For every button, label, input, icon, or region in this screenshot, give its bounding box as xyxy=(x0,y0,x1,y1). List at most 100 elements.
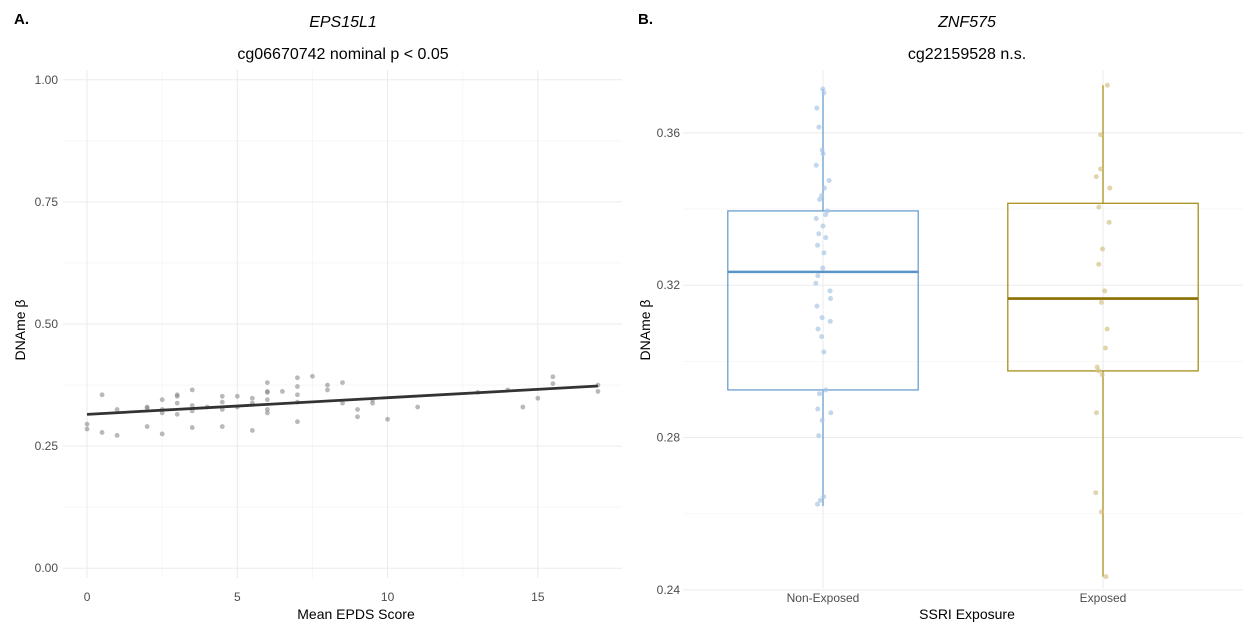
data-point xyxy=(219,424,225,429)
data-point xyxy=(370,400,375,406)
jitter-point xyxy=(814,501,820,507)
jitter-point xyxy=(828,410,834,416)
y-tick-label: 0.36 xyxy=(657,126,681,140)
data-point xyxy=(99,430,105,435)
data-point xyxy=(550,381,556,386)
data-point xyxy=(325,387,330,393)
jitter-point xyxy=(816,124,822,130)
data-point xyxy=(174,411,180,417)
jitter-point xyxy=(825,208,831,214)
jitter-point xyxy=(820,151,826,157)
data-point xyxy=(219,393,225,399)
panel-a: A. EPS15L1 cg06670742 nominal p < 0.05 0… xyxy=(12,11,622,622)
data-point xyxy=(340,380,345,386)
jitter-point xyxy=(816,433,822,439)
data-point xyxy=(295,375,300,381)
jitter-point xyxy=(1098,299,1104,305)
jitter-point xyxy=(813,280,819,286)
jitter-point xyxy=(821,185,827,191)
y-tick-label: 0.75 xyxy=(35,195,59,209)
x-tick-label: 10 xyxy=(381,590,395,604)
data-point xyxy=(310,373,315,379)
data-point xyxy=(144,424,150,429)
jitter-point xyxy=(817,497,823,503)
data-point xyxy=(520,404,526,410)
panel-b-grid xyxy=(683,70,1243,591)
jitter-point xyxy=(821,90,827,96)
data-point xyxy=(159,410,165,416)
panel-a-subtitle: cg06670742 nominal p < 0.05 xyxy=(237,46,448,63)
data-point xyxy=(174,400,180,406)
y-tick-label: 0.50 xyxy=(35,317,59,331)
data-point xyxy=(159,431,165,437)
panel-b-x-axis-title: SSRI Exposure xyxy=(919,606,1015,622)
panel-a-gene-title: EPS15L1 xyxy=(309,14,377,31)
jitter-point xyxy=(821,349,827,355)
jitter-point xyxy=(817,197,823,202)
data-point xyxy=(234,393,240,399)
data-point xyxy=(264,389,270,395)
panel-b-y-axis-title: DNAme β xyxy=(637,300,653,361)
jitter-point xyxy=(823,235,829,241)
jitter-point xyxy=(827,318,833,324)
jitter-point xyxy=(819,334,825,340)
data-point xyxy=(264,397,270,403)
x-tick-label: 0 xyxy=(84,590,91,604)
panel-b-boxes xyxy=(727,85,1199,577)
panel-b-ticks: 0.24 0.28 0.32 0.36 Non-Exposed Exposed xyxy=(657,126,1127,605)
jitter-point xyxy=(820,86,826,92)
iqr-box xyxy=(727,210,919,391)
panel-a-x-axis-title: Mean EPDS Score xyxy=(297,606,415,622)
y-tick-label: 0.25 xyxy=(35,439,59,453)
data-point xyxy=(189,425,195,430)
data-point xyxy=(325,382,330,388)
data-point xyxy=(550,374,556,380)
panel-b: B. ZNF575 cg22159528 n.s. 0.240.280.320.… xyxy=(637,11,1243,622)
jitter-point xyxy=(819,315,825,321)
jitter-point xyxy=(1098,132,1104,138)
data-point xyxy=(595,389,601,394)
jitter-point xyxy=(1093,490,1099,496)
jitter-point xyxy=(1093,410,1099,416)
jitter-point xyxy=(813,162,819,168)
jitter-point xyxy=(1096,261,1102,267)
jitter-point xyxy=(820,223,826,229)
jitter-point xyxy=(1099,372,1105,378)
data-point xyxy=(249,428,255,433)
x-tick-label: 5 xyxy=(234,590,241,604)
data-point xyxy=(385,416,390,422)
data-point xyxy=(264,407,270,412)
jitter-point xyxy=(1106,219,1112,225)
jitter-point xyxy=(828,296,834,302)
regression-line xyxy=(86,384,599,416)
jitter-point xyxy=(1096,368,1102,374)
data-point xyxy=(535,395,541,401)
jitter-point xyxy=(814,105,820,111)
jitter-point xyxy=(1099,509,1105,515)
jitter-point xyxy=(1093,174,1099,180)
panel-a-letter: A. xyxy=(14,11,29,28)
jitter-point xyxy=(823,387,829,393)
data-point xyxy=(415,404,421,410)
data-point xyxy=(295,392,300,398)
jitter-point xyxy=(816,391,822,397)
jitter-point xyxy=(1094,364,1100,370)
panel-a-fit-line xyxy=(86,384,599,416)
data-point xyxy=(355,414,360,420)
iqr-box xyxy=(1007,202,1199,372)
data-point xyxy=(295,419,300,425)
data-point xyxy=(295,384,300,389)
x-tick-label: 15 xyxy=(531,590,545,604)
data-point xyxy=(279,389,285,394)
jitter-point xyxy=(1102,345,1108,351)
jitter-point xyxy=(1104,82,1110,88)
data-point xyxy=(114,432,120,438)
panel-a-y-axis-title: DNAme β xyxy=(12,300,28,361)
jitter-point xyxy=(1096,204,1102,210)
panel-a-grid xyxy=(63,70,622,578)
data-point xyxy=(355,407,360,412)
jitter-point xyxy=(819,417,825,423)
jitter-point xyxy=(823,212,829,218)
jitter-point xyxy=(815,273,821,279)
jitter-point xyxy=(821,250,827,256)
